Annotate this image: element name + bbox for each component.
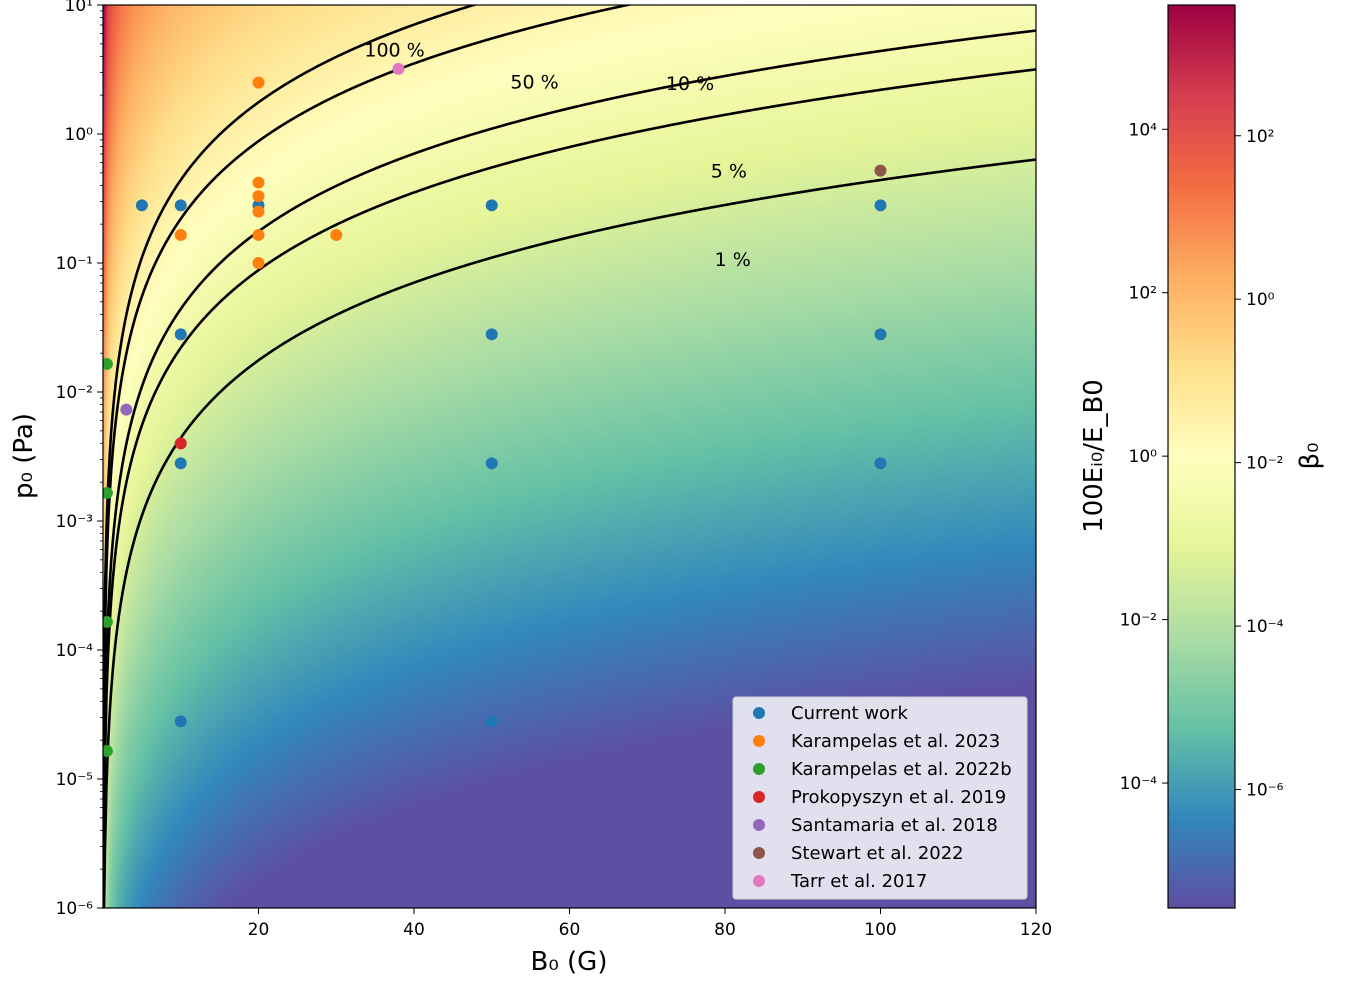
legend-label: Prokopyszyn et al. 2019 xyxy=(791,787,1006,808)
colorbar-right-tick-label: 10⁻² xyxy=(1246,454,1283,474)
legend-label: Karampelas et al. 2023 xyxy=(791,731,1000,752)
data-point xyxy=(103,615,113,628)
legend-label: Karampelas et al. 2022b xyxy=(791,759,1012,780)
y-tick-label: 10¹ xyxy=(65,0,93,16)
legend: Current work Karampelas et al. 2023 Karamp… xyxy=(732,696,1028,900)
data-point xyxy=(874,164,887,177)
data-point xyxy=(174,457,187,470)
colorbar-right-label: β₀ xyxy=(1295,442,1325,469)
contour-line-5 xyxy=(103,68,1036,908)
data-point xyxy=(874,457,887,470)
data-point xyxy=(252,190,265,203)
data-point xyxy=(174,228,187,241)
legend-label: Stewart et al. 2022 xyxy=(791,843,964,864)
data-point xyxy=(252,176,265,189)
contour-label-100: 100 % xyxy=(364,39,424,61)
colorbar-left-tick-label: 10⁴ xyxy=(1129,120,1158,140)
colorbar-right-tick-label: 10⁰ xyxy=(1246,290,1275,310)
y-tick-label: 10⁻⁴ xyxy=(56,641,94,661)
data-point xyxy=(174,715,187,728)
legend-label: Current work xyxy=(791,703,908,724)
contour-label-layer: 100 % 50 % 10 % 5 % 1 % xyxy=(364,39,750,271)
colorbar-right-tick-label: 10⁻⁶ xyxy=(1246,781,1284,801)
legend-label: Tarr et al. 2017 xyxy=(790,871,927,892)
data-point xyxy=(103,357,113,370)
data-point xyxy=(330,228,343,241)
legend-label: Santamaria et al. 2018 xyxy=(791,815,998,836)
x-tick-label: 80 xyxy=(714,920,736,940)
y-axis: 10¹ 10⁰ 10⁻¹ 10⁻² 10⁻³ 10⁻⁴ 10⁻⁵ 10⁻⁶ xyxy=(56,0,103,919)
y-tick-label: 10⁻⁵ xyxy=(56,770,93,790)
legend-marker xyxy=(753,819,765,831)
data-points-layer xyxy=(103,62,887,757)
contour-label-10: 10 % xyxy=(666,73,714,95)
x-tick-label: 100 xyxy=(864,920,896,940)
legend-box xyxy=(732,696,1028,900)
colorbar-left-tick-label: 10⁰ xyxy=(1129,447,1158,467)
data-point xyxy=(174,328,187,341)
y-tick-label: 10⁻² xyxy=(56,383,93,403)
data-point xyxy=(252,205,265,218)
data-point xyxy=(485,328,498,341)
contour-line-100 xyxy=(103,5,479,774)
data-point xyxy=(174,437,187,450)
data-point xyxy=(120,403,133,416)
data-point xyxy=(485,457,498,470)
colorbar-gradient xyxy=(1168,5,1235,908)
contour-label-5: 5 % xyxy=(711,161,747,183)
x-tick-label: 60 xyxy=(559,920,581,940)
contour-label-1: 1 % xyxy=(715,249,751,271)
x-axis: 20 40 60 80 100 120 xyxy=(248,908,1052,940)
colorbar-left-tick-label: 10² xyxy=(1129,284,1157,304)
legend-marker xyxy=(753,735,765,747)
data-point xyxy=(874,199,887,212)
data-point xyxy=(392,62,405,75)
contour-line-50 xyxy=(103,5,634,813)
data-point xyxy=(485,715,498,728)
y-tick-label: 10⁻⁶ xyxy=(56,899,94,919)
data-point xyxy=(103,744,113,757)
contour-label-50: 50 % xyxy=(510,72,558,94)
x-tick-label: 120 xyxy=(1020,920,1052,940)
legend-marker xyxy=(753,763,765,775)
y-axis-title: p₀ (Pa) xyxy=(9,413,39,499)
colorbar-right-tick-label: 10² xyxy=(1246,127,1274,147)
x-tick-label: 20 xyxy=(248,920,270,940)
data-point xyxy=(174,199,187,212)
y-tick-label: 10⁻³ xyxy=(56,512,93,532)
data-point xyxy=(252,257,265,269)
data-point xyxy=(874,328,887,341)
colorbar-axes: 10² 10⁰ 10⁻² 10⁻⁴ 10⁻⁶ 10⁴ 10² 10⁰ 10⁻² 10⁻⁴ xyxy=(1120,120,1284,800)
x-axis-title: B₀ (G) xyxy=(531,947,608,977)
legend-marker xyxy=(753,875,765,887)
y-tick-label: 10⁰ xyxy=(65,125,94,145)
data-point xyxy=(252,228,265,241)
legend-marker xyxy=(753,847,765,859)
colorbar-right-tick-label: 10⁻⁴ xyxy=(1246,617,1284,637)
contour-line-1 xyxy=(103,158,1036,908)
data-point xyxy=(103,486,113,499)
data-point xyxy=(135,199,148,212)
legend-marker xyxy=(753,707,765,719)
data-point xyxy=(485,199,498,212)
colorbar-left-label: 100Eᵢ₀/E_B0 xyxy=(1079,379,1109,533)
y-tick-label: 10⁻¹ xyxy=(56,254,93,274)
colorbar-left-tick-label: 10⁻⁴ xyxy=(1120,774,1158,794)
x-tick-label: 40 xyxy=(403,920,425,940)
legend-marker xyxy=(753,791,765,803)
colorbar-left-tick-label: 10⁻² xyxy=(1120,611,1157,631)
data-point xyxy=(252,76,265,89)
